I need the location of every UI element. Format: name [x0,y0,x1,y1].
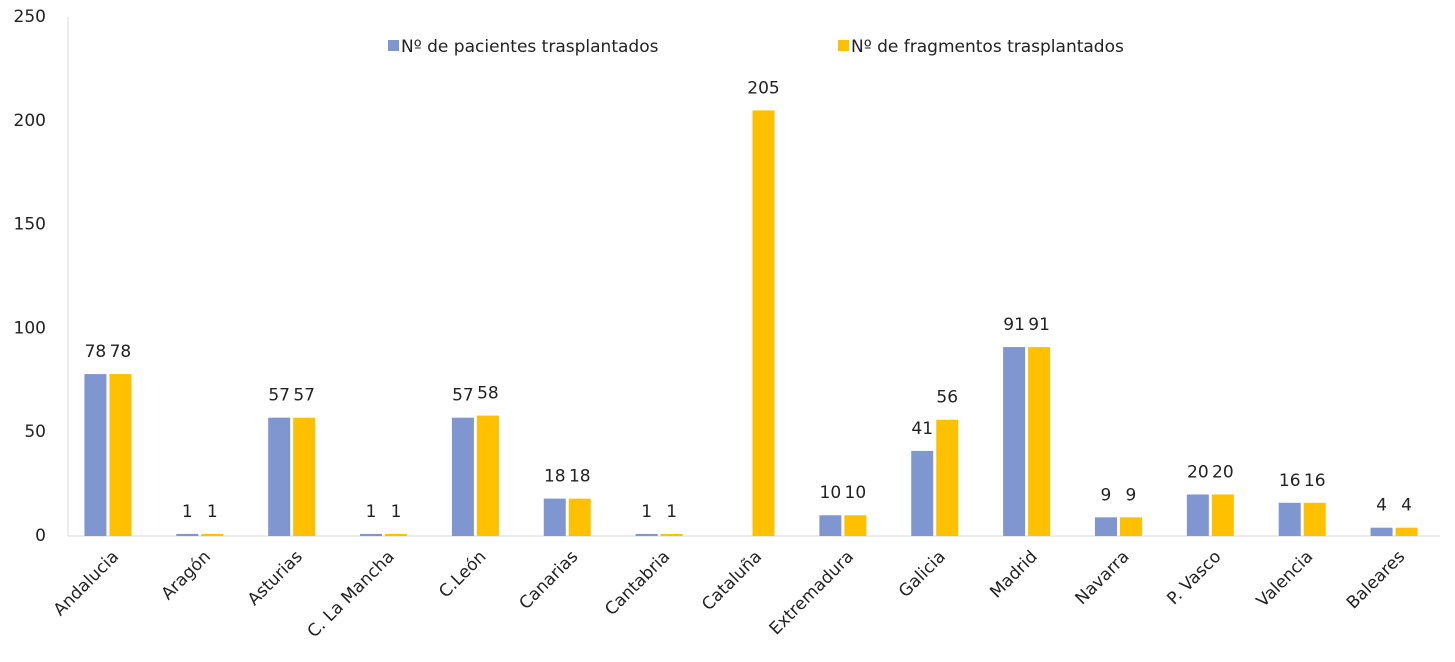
y-tick-label: 200 [14,111,46,131]
bar [568,498,591,536]
value-label: 4 [1376,496,1387,516]
value-label: 1 [366,502,377,522]
value-label: 20 [1187,462,1209,482]
y-tick-label: 50 [24,422,46,442]
y-tick-label: 0 [35,526,46,546]
x-tick-label: Andalucia [50,547,123,620]
bar [109,374,132,536]
bar [1119,517,1142,536]
bar [635,533,658,536]
value-label: 18 [544,467,566,487]
bar [1303,502,1326,536]
x-tick-label: Valencia [1253,547,1317,611]
value-label: 16 [1279,471,1301,491]
bar [1003,347,1026,536]
x-tick-label: Baleares [1343,547,1409,613]
bar [451,417,474,536]
bar [201,533,224,536]
value-label: 78 [110,342,132,362]
value-label: 20 [1212,462,1234,482]
x-tick-label: C. La Mancha [304,547,399,642]
value-label: 41 [911,419,933,439]
x-tick-label: Aragón [158,547,215,604]
legend-label: Nº de fragmentos trasplantados [851,37,1124,57]
value-label: 205 [747,78,779,98]
bar [176,533,199,536]
value-label: 1 [207,502,218,522]
x-tick-label: Asturias [244,547,307,610]
bar [660,533,683,536]
bar [84,374,107,536]
value-label: 9 [1126,485,1137,505]
bar [1094,517,1117,536]
x-tick-label: C.León [435,547,490,602]
value-label: 58 [477,384,499,404]
value-label: 10 [845,483,867,503]
y-tick-label: 100 [14,318,46,338]
bar [1370,527,1393,536]
value-label: 1 [182,502,193,522]
x-tick-label: P. Vasco [1163,547,1225,609]
bar [293,417,316,536]
bar [1278,502,1301,536]
value-label: 18 [569,467,591,487]
value-label: 4 [1401,496,1412,516]
legend-swatch [838,40,849,51]
x-tick-label: Navarra [1072,547,1134,609]
legend-swatch [388,40,399,51]
value-label: 78 [85,342,107,362]
value-label: 10 [820,483,842,503]
bar [1186,494,1209,536]
x-tick-label: Cantabria [601,547,674,620]
bar [1211,494,1234,536]
value-label: 57 [452,386,474,406]
value-label: 9 [1101,485,1112,505]
bar [819,515,842,536]
value-label: 1 [666,502,677,522]
bar [1028,347,1051,536]
x-tick-label: Galicia [895,547,950,602]
x-tick-label: Canarias [516,547,583,614]
value-label: 1 [641,502,652,522]
bar [1395,527,1418,536]
bar [268,417,291,536]
value-label: 91 [1003,315,1025,335]
bar [476,415,499,536]
bar [360,533,383,536]
value-label: 1 [391,502,402,522]
value-label: 56 [936,388,958,408]
bar [844,515,867,536]
bar [543,498,566,536]
bar [385,533,408,536]
x-tick-label: Cataluña [698,547,766,615]
legend-label: Nº de pacientes trasplantados [401,37,659,57]
y-tick-label: 250 [14,7,46,27]
value-label: 16 [1304,471,1326,491]
value-label: 57 [293,386,315,406]
bar [911,450,934,536]
x-tick-label: Extremadura [766,547,858,639]
value-label: 57 [268,386,290,406]
value-label: 91 [1028,315,1050,335]
y-tick-label: 150 [14,215,46,235]
bar [752,110,775,537]
x-tick-label: Madrid [986,547,1041,602]
bar [936,419,959,536]
